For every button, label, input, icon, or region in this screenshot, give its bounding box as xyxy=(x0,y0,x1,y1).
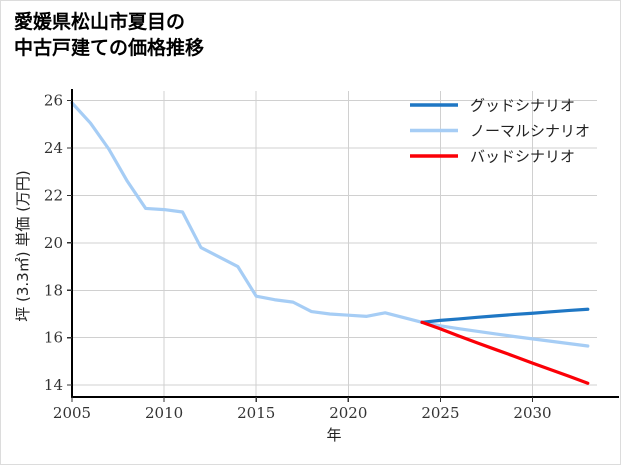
series-lines xyxy=(70,101,590,385)
x-tick-label: 2010 xyxy=(145,404,183,422)
y-tick-label: 24 xyxy=(44,139,63,157)
y-tick-label: 18 xyxy=(44,281,63,299)
legend-label-0: グッドシナリオ xyxy=(470,97,575,115)
x-tick-labels: 2005 2010 2015 2020 2025 2030 xyxy=(53,404,552,422)
y-tick-label: 16 xyxy=(44,329,63,347)
series-line-normal xyxy=(70,101,590,348)
y-tick-label: 26 xyxy=(44,91,63,109)
chart-title-line-2: 中古戸建ての価格推移 xyxy=(14,37,205,59)
x-axis-title: 年 xyxy=(326,426,341,444)
x-tick-label: 2020 xyxy=(329,404,367,422)
axis-ticks xyxy=(67,99,534,402)
legend-label-2: バッドシナリオ xyxy=(470,148,575,166)
x-tick-label: 2015 xyxy=(237,404,275,422)
series-line-bad xyxy=(420,320,590,385)
series-line-good xyxy=(420,307,590,324)
y-axis-title: 坪 (3.3㎡) 単価 (万円) xyxy=(14,170,32,322)
chart-title: 愛媛県松山市夏目の 中古戸建ての価格推移 xyxy=(14,9,204,61)
y-tick-label: 14 xyxy=(44,376,63,394)
y-tick-labels: 14 16 18 20 22 24 26 xyxy=(44,91,63,394)
y-tick-label: 20 xyxy=(44,234,63,252)
chart-title-line-1: 愛媛県松山市夏目の xyxy=(14,11,186,33)
legend-label-1: ノーマルシナリオ xyxy=(470,122,590,140)
y-tick-label: 22 xyxy=(44,186,63,204)
x-tick-label: 2005 xyxy=(53,404,91,422)
x-tick-label: 2030 xyxy=(513,404,551,422)
x-tick-label: 2025 xyxy=(421,404,459,422)
